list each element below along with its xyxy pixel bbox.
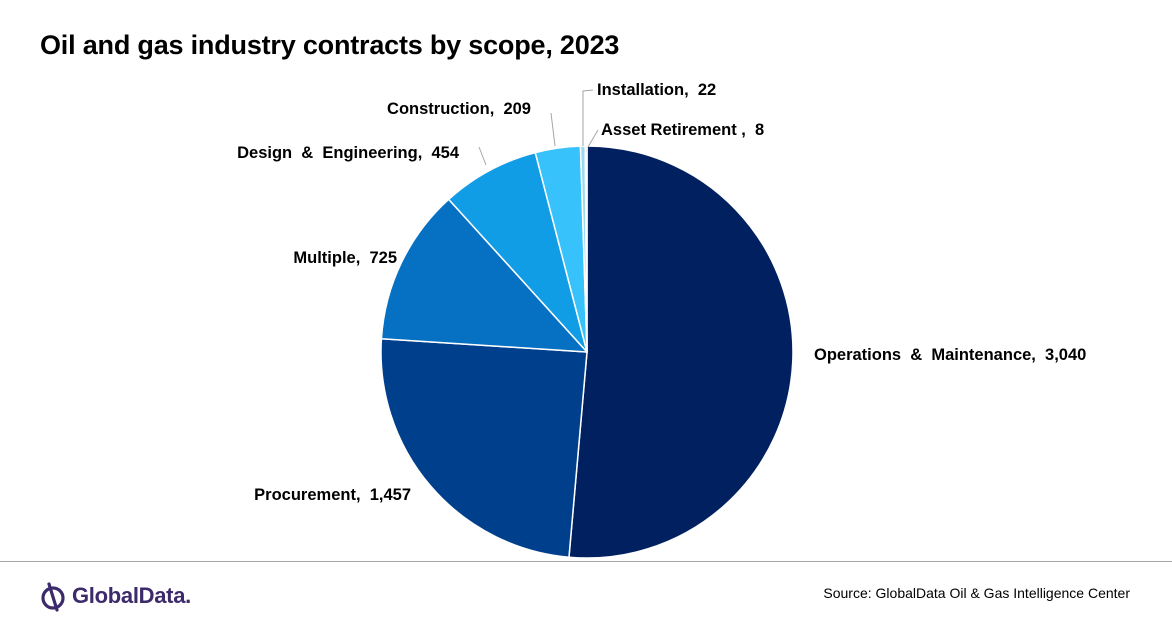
data-label-asset-retirement: Asset Retirement , 8 xyxy=(601,121,764,139)
pie-chart: Operations & Maintenance, 3,040 Procureme… xyxy=(237,81,1086,559)
chart-title: Oil and gas industry contracts by scope,… xyxy=(40,30,620,60)
leader-line-installation xyxy=(582,89,594,146)
footer-divider xyxy=(0,561,1172,562)
leader-line-construction xyxy=(550,112,556,147)
globaldata-logo-text: GlobalData. xyxy=(72,583,191,608)
data-label-operations-and-maintenance: Operations & Maintenance, 3,040 xyxy=(814,346,1086,364)
data-label-procurement: Procurement, 1,457 xyxy=(254,486,411,504)
data-label-multiple: Multiple, 725 xyxy=(293,249,397,267)
data-label-construction: Construction, 209 xyxy=(387,100,531,118)
data-label-installation: Installation, 22 xyxy=(597,81,716,99)
globaldata-logo: GlobalData. xyxy=(40,579,191,613)
pie-slice-operations-and-maintenance xyxy=(568,145,794,559)
pie-slice-procurement xyxy=(380,337,588,558)
source-note: Source: GlobalData Oil & Gas Intelligenc… xyxy=(823,585,1130,601)
leader-line-asset-retirement xyxy=(587,129,599,148)
leader-line-design-and-engineering xyxy=(478,146,487,166)
pie-slice-design-and-engineering xyxy=(447,151,588,353)
pie-slice-multiple xyxy=(380,198,588,353)
data-label-design-and-engineering: Design & Engineering, 454 xyxy=(237,144,460,162)
pie-slice-asset-retirement xyxy=(584,145,588,353)
globaldata-logo-icon xyxy=(41,582,65,612)
